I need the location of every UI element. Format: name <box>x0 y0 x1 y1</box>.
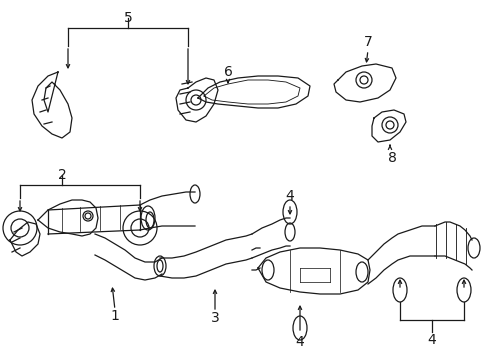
Text: 5: 5 <box>123 11 132 25</box>
Text: 4: 4 <box>285 189 294 203</box>
Text: 1: 1 <box>110 309 119 323</box>
Text: 8: 8 <box>387 151 396 165</box>
Text: 2: 2 <box>58 168 66 182</box>
Text: 3: 3 <box>210 311 219 325</box>
Text: 6: 6 <box>223 65 232 79</box>
Text: 4: 4 <box>295 335 304 349</box>
Text: 7: 7 <box>363 35 372 49</box>
Text: 4: 4 <box>427 333 435 347</box>
